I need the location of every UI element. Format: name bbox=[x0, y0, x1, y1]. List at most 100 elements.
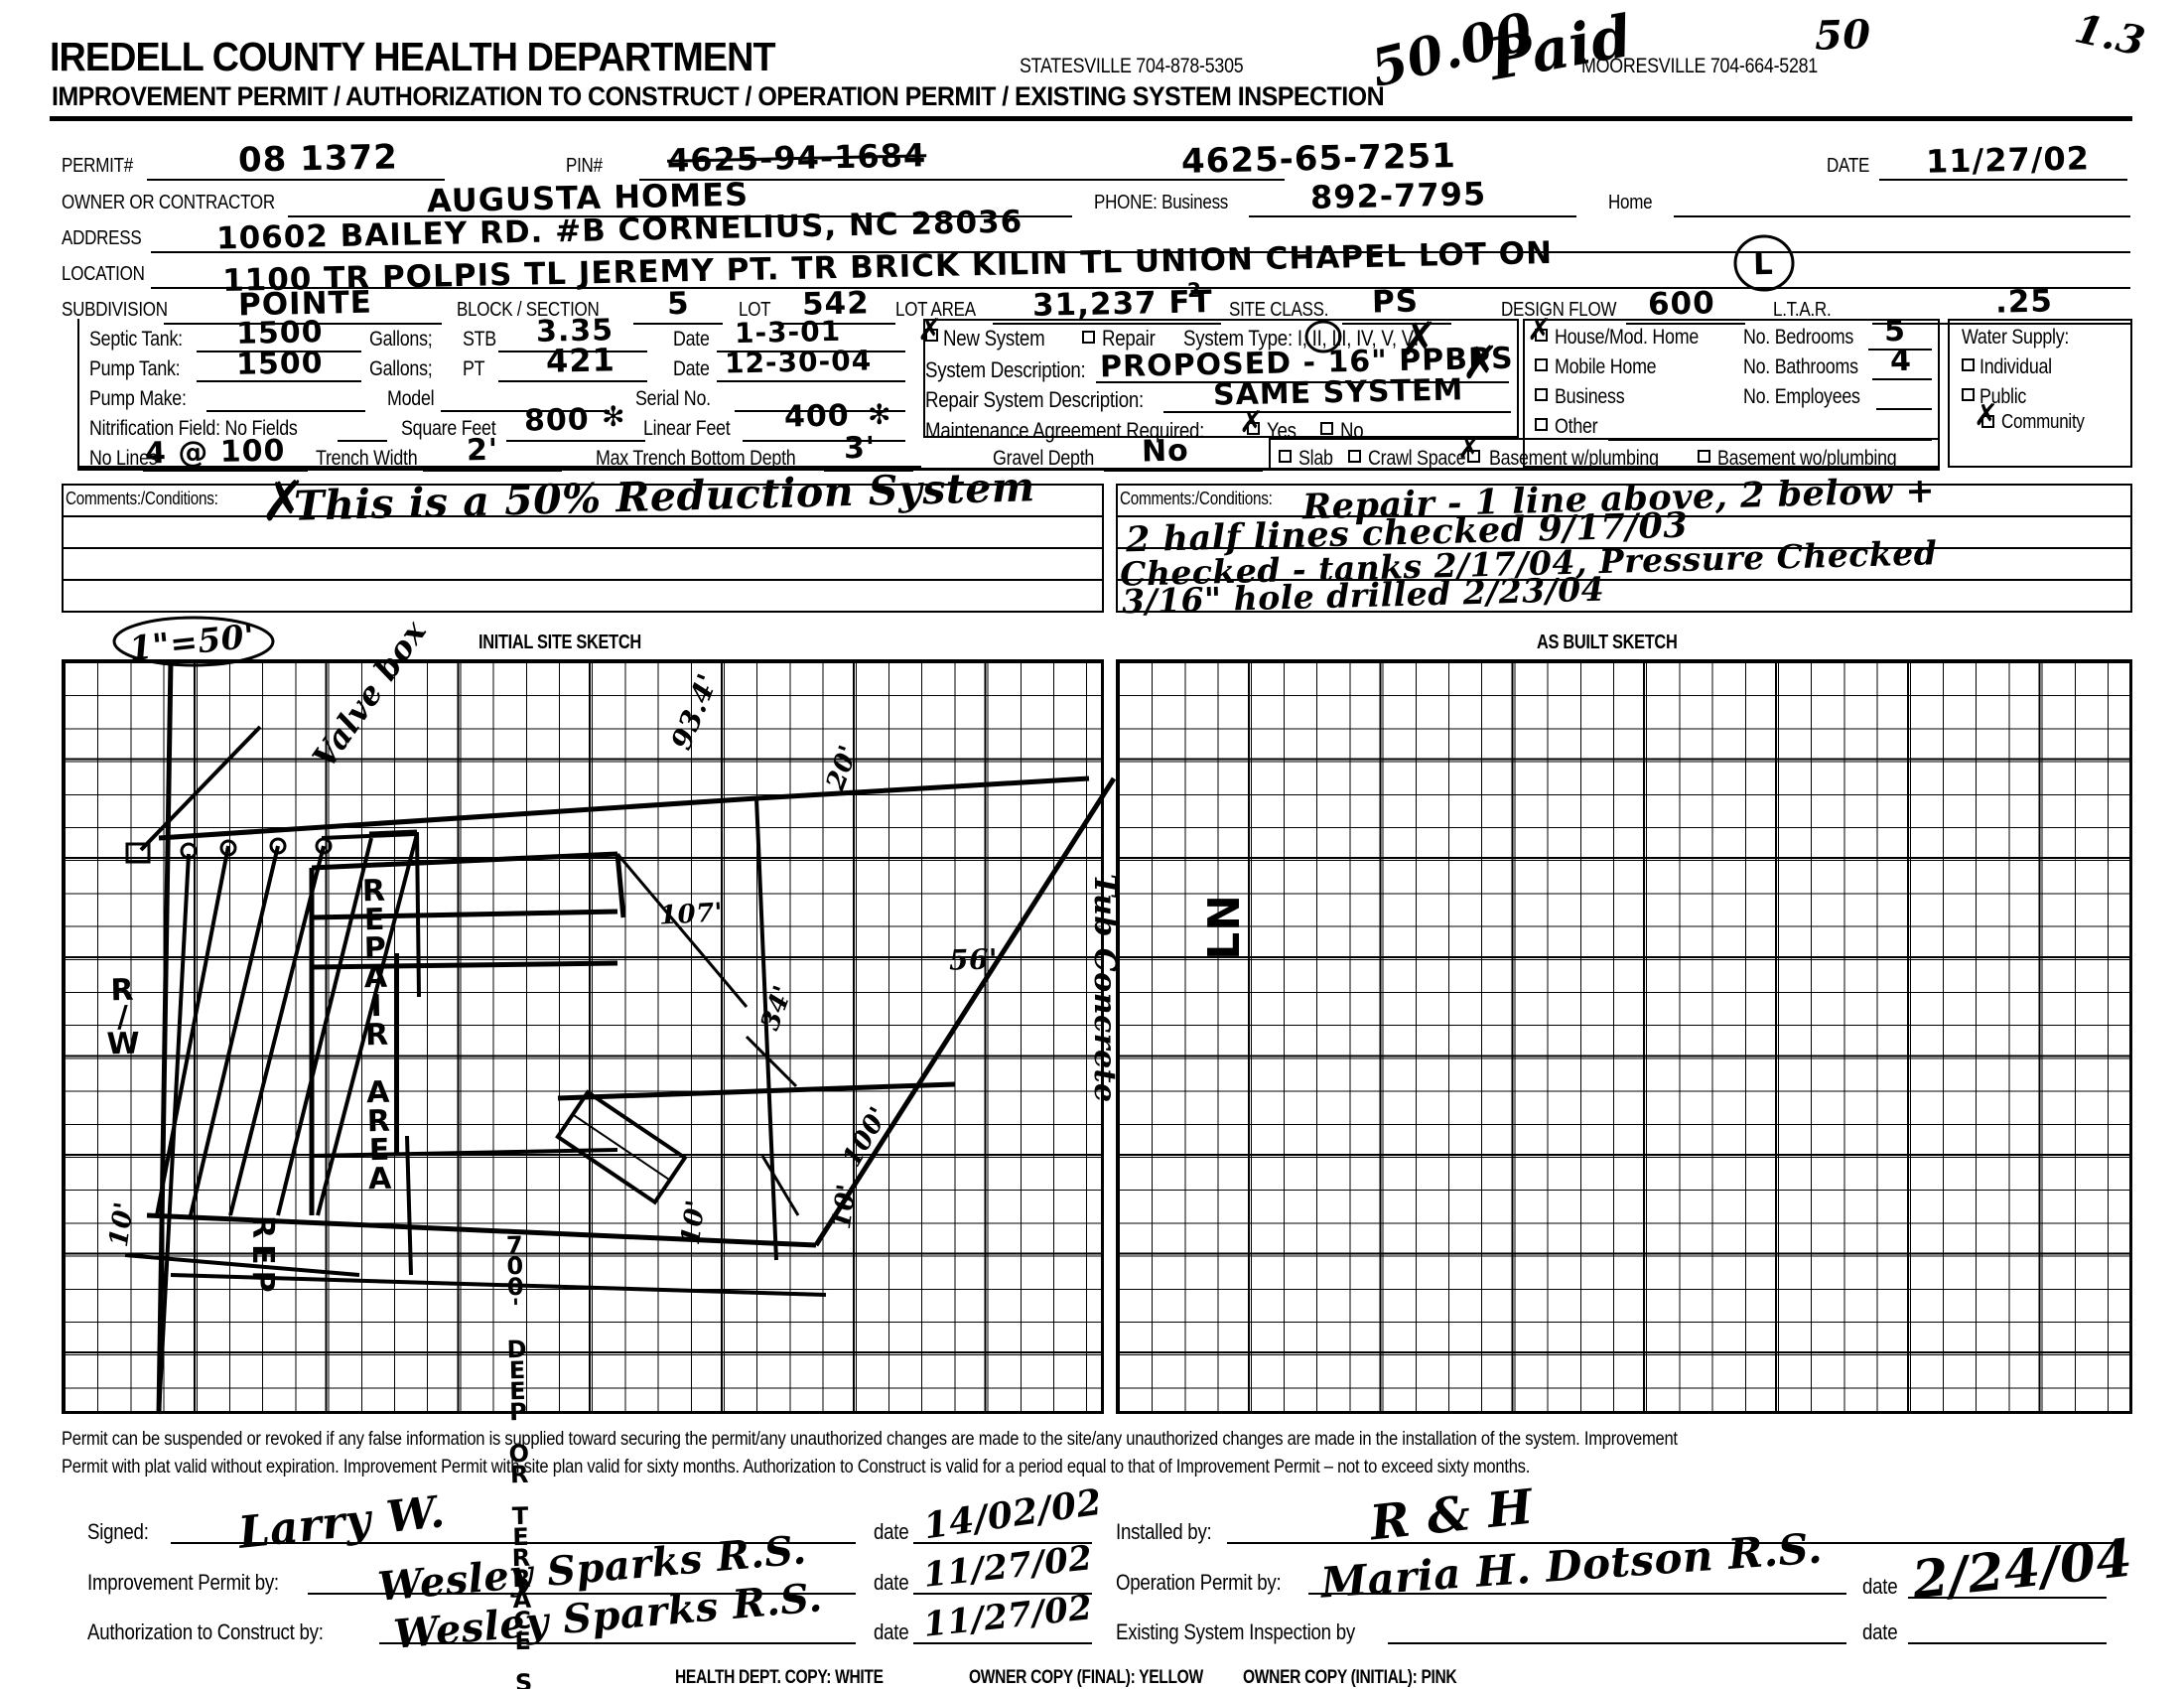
lot-area-rule bbox=[993, 323, 1221, 325]
existing-inspection-label: Existing System Inspection by bbox=[1116, 1619, 1356, 1644]
gravel-depth-label: Gravel Depth bbox=[993, 447, 1095, 470]
repair-checkbox[interactable] bbox=[1082, 331, 1095, 344]
water-community-check-mark: ✗ bbox=[1974, 398, 1999, 433]
sketch-dim-107: 107' bbox=[658, 898, 724, 931]
other-label: Other bbox=[1555, 415, 1598, 438]
sketch-label-rw: R/W bbox=[104, 972, 141, 1055]
basement-w-plumbing-check-mark: ✗ bbox=[1457, 432, 1481, 465]
water-individual-label: Individual bbox=[1979, 355, 2052, 378]
bathrooms-label: No. Bathrooms bbox=[1743, 355, 1858, 378]
lot-rule bbox=[776, 323, 895, 325]
block-section-rule bbox=[633, 323, 723, 325]
bathrooms-value: 4 bbox=[1889, 343, 1913, 379]
legal-text-line-1: Permit can be suspended or revoked if an… bbox=[62, 1428, 1678, 1450]
other-checkbox[interactable] bbox=[1535, 418, 1548, 431]
sketch-label-rep: REP bbox=[245, 1215, 280, 1299]
pt-date-value: 12-30-04 bbox=[724, 344, 873, 380]
square-feet-asterisk: ✻ bbox=[602, 400, 625, 433]
business-checkbox[interactable] bbox=[1535, 388, 1548, 401]
septic-tank-label: Septic Tank: bbox=[89, 328, 183, 351]
stb-label: STB bbox=[463, 328, 496, 351]
as-built-label-ln: LN bbox=[1199, 894, 1250, 960]
system-type-strike: ✗ bbox=[1400, 312, 1438, 365]
installed-by-signature: R & H bbox=[1367, 1478, 1536, 1552]
maintenance-yes-check-mark: ✗ bbox=[1239, 405, 1265, 440]
lot-area-value: 31,237 FT bbox=[1031, 284, 1214, 324]
permit-number-label: PERMIT# bbox=[62, 155, 133, 177]
pump-tank-label: Pump Tank: bbox=[89, 357, 181, 380]
employees-label: No. Employees bbox=[1743, 385, 1860, 408]
pump-tank-value: 1500 bbox=[235, 346, 324, 382]
structure-panel-box bbox=[1523, 319, 1940, 468]
phone-statesville: STATESVILLE 704-878-5305 bbox=[1020, 55, 1244, 77]
slab-label: Slab bbox=[1298, 447, 1333, 470]
phone-mooresville: MOORESVILLE 704-664-5281 bbox=[1581, 55, 1818, 77]
crawl-space-checkbox[interactable] bbox=[1348, 450, 1361, 463]
new-system-check-mark: ✗ bbox=[917, 313, 943, 348]
address-label: ADDRESS bbox=[62, 227, 142, 249]
pump-serial-label: Serial No. bbox=[635, 387, 711, 410]
lot-area-label: LOT AREA bbox=[895, 299, 976, 321]
owner-rule bbox=[288, 215, 1072, 217]
signed-label: Signed: bbox=[87, 1519, 149, 1544]
form-title: IMPROVEMENT PERMIT / AUTHORIZATION TO CO… bbox=[52, 81, 1385, 111]
pin-value: 4625-65-7251 bbox=[1180, 136, 1457, 182]
water-community-checkbox[interactable] bbox=[1981, 415, 1994, 428]
linear-feet-label: Linear Feet bbox=[643, 417, 731, 440]
margin-note-50: 50 bbox=[1814, 11, 1872, 60]
signed-date-label: date bbox=[874, 1519, 909, 1544]
system-description-label: System Description: bbox=[925, 357, 1086, 382]
max-depth-label: Max Trench Bottom Depth bbox=[596, 447, 796, 470]
site-class-rule bbox=[1342, 323, 1451, 325]
authorization-date-value: 11/27/02 bbox=[921, 1588, 1095, 1645]
installed-by-label: Installed by: bbox=[1116, 1519, 1212, 1544]
new-system-checkbox[interactable] bbox=[925, 329, 938, 342]
house-check-mark: ✗ bbox=[1527, 313, 1553, 348]
trench-width-label: Trench Width bbox=[316, 447, 418, 470]
page-title: IREDELL COUNTY HEALTH DEPARTMENT bbox=[50, 34, 775, 79]
basement-wo-plumbing-checkbox[interactable] bbox=[1698, 450, 1710, 463]
linear-feet-value: 400 bbox=[783, 398, 850, 435]
subdivision-label: SUBDIVISION bbox=[62, 299, 168, 321]
maintenance-no-label: No bbox=[1340, 418, 1364, 443]
improvement-date-label: date bbox=[874, 1570, 909, 1595]
address-rule bbox=[151, 251, 2130, 253]
pin-value-struck: 4625-94-1684 bbox=[666, 136, 927, 180]
maintenance-no-checkbox[interactable] bbox=[1320, 422, 1333, 435]
basement-w-plumbing-checkbox[interactable] bbox=[1467, 450, 1480, 463]
septic-gallons-label: Gallons; bbox=[369, 328, 433, 351]
system-description-strike: ✗ bbox=[1461, 336, 1500, 389]
permit-number-value: 08 1372 bbox=[237, 137, 399, 181]
water-individual-checkbox[interactable] bbox=[1962, 358, 1975, 371]
location-rule bbox=[151, 287, 2130, 289]
owner-label: OWNER OR CONTRACTOR bbox=[62, 192, 275, 213]
mobile-home-checkbox[interactable] bbox=[1535, 358, 1548, 371]
water-public-checkbox[interactable] bbox=[1962, 388, 1975, 401]
comments-left-strike: ✗ bbox=[260, 470, 307, 534]
as-built-sketch-title: AS BUILT SKETCH bbox=[1537, 632, 1678, 653]
business-label: Business bbox=[1555, 385, 1625, 408]
house-checkbox[interactable] bbox=[1535, 329, 1548, 342]
ltar-value: .25 bbox=[1994, 283, 2054, 321]
phone-home-label: Home bbox=[1608, 192, 1653, 213]
max-depth-value: 3' bbox=[843, 430, 877, 467]
block-section-value: 5 bbox=[666, 285, 690, 323]
ltar-rule bbox=[1872, 323, 2130, 325]
repair-label: Repair bbox=[1102, 326, 1156, 351]
date-rule bbox=[1879, 179, 2127, 181]
maintenance-yes-checkbox[interactable] bbox=[1247, 422, 1260, 435]
legal-text-line-2: Permit with plat valid without expiratio… bbox=[62, 1456, 1531, 1478]
slab-checkbox[interactable] bbox=[1279, 450, 1292, 463]
authorization-date-label: date bbox=[874, 1619, 909, 1644]
mobile-home-label: Mobile Home bbox=[1555, 355, 1657, 378]
sketch-dim-56: 56' bbox=[948, 942, 999, 977]
existing-date-label: date bbox=[1862, 1619, 1898, 1644]
design-flow-rule bbox=[1626, 323, 1745, 325]
header-divider bbox=[50, 116, 2132, 121]
lot-area-superscript: 2 bbox=[1186, 277, 1203, 303]
footer-owner-final: OWNER COPY (FINAL): YELLOW bbox=[969, 1667, 1203, 1688]
pt-value: 421 bbox=[545, 341, 616, 380]
improvement-date-value: 11/27/02 bbox=[921, 1538, 1095, 1596]
design-flow-value: 600 bbox=[1647, 285, 1716, 323]
